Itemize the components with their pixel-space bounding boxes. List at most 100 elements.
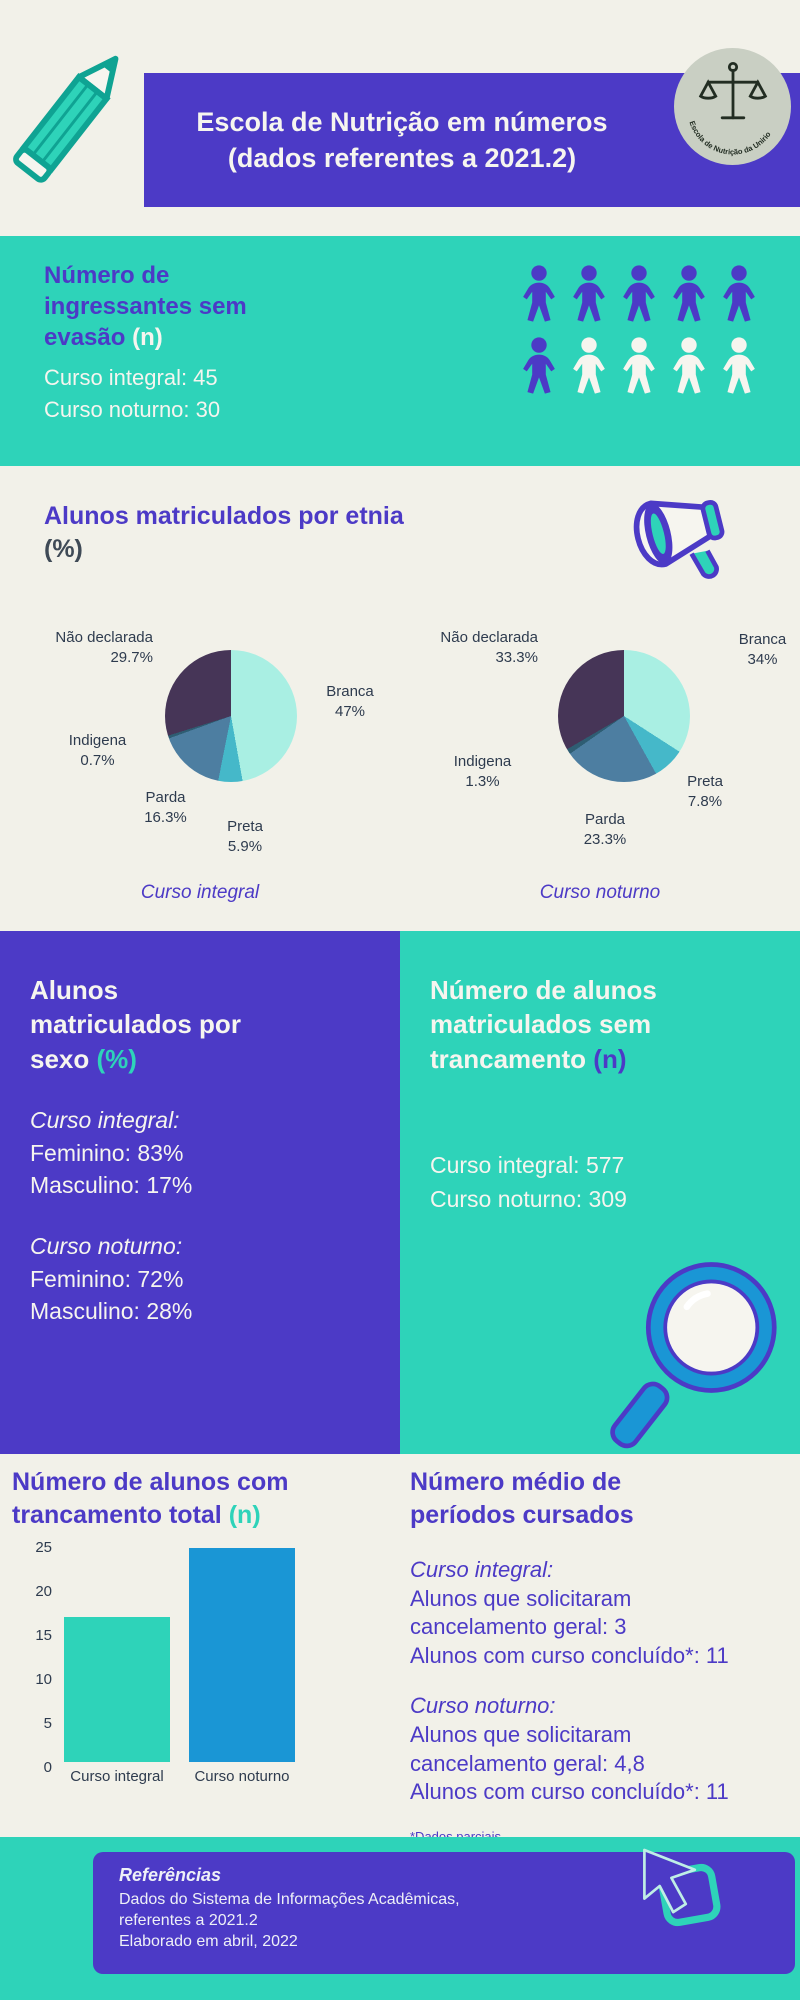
y-tick-label: 15 (35, 1627, 52, 1644)
periodos-line: Alunos que solicitaram (410, 1721, 632, 1747)
bar-column: Curso integral (64, 1548, 170, 1790)
pie-area-curso-integral: Não declarada 29.7% Indigena 0.7% Parda … (0, 620, 400, 920)
header-title-block: Escola de Nutrição em números (dados ref… (154, 73, 650, 207)
bar-category-label: Curso integral (70, 1768, 164, 1785)
bar-chart-plot: Curso integral Curso noturno (58, 1548, 295, 1790)
cursor-arrow-icon (643, 1848, 721, 1927)
pencil-icon (13, 55, 119, 183)
bar-curso-integral (64, 1616, 170, 1762)
scales-emblem-icon: Escola de Nutrição da Unirio (687, 61, 772, 156)
sexo-group-integral: Curso integral: Feminino: 83% Masculino:… (30, 1104, 370, 1202)
references-line: referentes a 2021.2 (119, 1912, 258, 1930)
periodos-line: cancelamento geral: 3 (410, 1614, 627, 1640)
bar-curso-noturno (189, 1548, 295, 1763)
sem-trancamento-line-noturno: Curso noturno: 309 (430, 1186, 627, 1213)
y-tick-label: 5 (43, 1715, 52, 1732)
pie-chart-curso-noturno (558, 650, 690, 782)
references-title: Referências (119, 1865, 222, 1885)
person-icon (572, 264, 606, 324)
ingressantes-line-integral: Curso integral: 45 (44, 365, 218, 390)
person-icon (622, 336, 656, 396)
person-icon (572, 336, 606, 396)
trancamento-total-title-suffix: (n) (228, 1500, 261, 1529)
pie-label-indigena: Indigena 1.3% (453, 753, 512, 790)
pie-label-preta: Preta 7.8% (687, 773, 723, 810)
y-tick-label: 20 (35, 1583, 52, 1600)
ingressantes-line-noturno: Curso noturno: 30 (44, 396, 221, 422)
pie-label-nao-declarada: Não declarada 29.7% (55, 629, 153, 666)
page-subtitle: (dados referentes a 2021.2) (227, 143, 577, 173)
pie-caption-curso-integral: Curso integral (140, 882, 260, 903)
periodos-group-noturno: Curso noturno: Alunos que solicitaram ca… (410, 1692, 790, 1806)
references-line: Elaborado em abril, 2022 (119, 1933, 298, 1951)
ingressantes-title: Número de ingressantes sem evasão (n) (44, 260, 284, 354)
periodos-group-label: Curso integral: (410, 1557, 554, 1582)
etnia-title-text: Alunos matriculados por etnia (44, 502, 404, 530)
pie-label-branca: Branca 34% (738, 631, 787, 668)
y-tick-label: 10 (35, 1671, 52, 1688)
person-icon (522, 336, 556, 396)
etnia-title: Alunos matriculados por etnia (%) (44, 500, 424, 565)
sexo-title: Alunos matriculados por sexo (%) (30, 975, 241, 1074)
sexo-group-noturno: Curso noturno: Feminino: 72% Masculino: … (30, 1230, 370, 1328)
person-icon (522, 264, 556, 324)
megaphone-icon (633, 499, 725, 579)
sexo-line: Feminino: 83% (30, 1139, 184, 1166)
person-icon (722, 336, 756, 396)
periodos-line: Alunos que solicitaram (410, 1585, 632, 1611)
periodos-group-integral: Curso integral: Alunos que solicitaram c… (410, 1556, 790, 1670)
bar-category-label: Curso noturno (194, 1768, 290, 1786)
section-sem-trancamento: Número de alunos matriculados sem tranca… (400, 931, 800, 1454)
person-icon (722, 264, 756, 324)
svg-text:Escola de Nutrição da Unirio: Escola de Nutrição da Unirio (687, 119, 772, 156)
pie-label-nao-declarada: Não declarada 33.3% (440, 629, 538, 666)
sem-trancamento-title-suffix: (n) (593, 1043, 627, 1074)
y-tick-label: 0 (43, 1759, 52, 1776)
periodos-title: Número médio de períodos cursados (410, 1468, 634, 1529)
sexo-group-label: Curso integral: (30, 1106, 180, 1133)
sexo-line: Masculino: 28% (30, 1298, 193, 1325)
person-icon (622, 264, 656, 324)
section-ingressantes: Número de ingressantes sem evasão (n) Cu… (0, 236, 800, 466)
magnifier-icon (610, 1262, 777, 1449)
sem-trancamento-values: Curso integral: 577 Curso noturno: 309 (430, 1148, 770, 1217)
pie-label-parda: Parda 23.3% (583, 811, 627, 848)
periodos-line: cancelamento geral: 4,8 (410, 1750, 645, 1776)
etnia-title-suffix: (%) (44, 534, 83, 563)
footer: Referências Dados do Sistema de Informaç… (0, 1837, 800, 2000)
bar-column: Curso noturno (189, 1548, 295, 1790)
sem-trancamento-line-integral: Curso integral: 577 (430, 1151, 625, 1178)
school-logo: Escola de Nutrição da Unirio (674, 48, 791, 165)
sem-trancamento-title: Número de alunos matriculados sem tranca… (430, 975, 657, 1074)
trancamento-total-title: Número de alunos com trancamento total (… (12, 1468, 289, 1529)
person-icon (672, 336, 706, 396)
sexo-line: Masculino: 17% (30, 1172, 193, 1199)
sexo-title-suffix: (%) (96, 1043, 137, 1074)
pie-label-preta: Preta 5.9% (227, 818, 263, 855)
ingressantes-values: Curso integral: 45 Curso noturno: 30 (44, 362, 220, 426)
sexo-line: Feminino: 72% (30, 1265, 184, 1292)
logo-text: Escola de Nutrição da Unirio (687, 119, 772, 156)
people-icons-grid (522, 264, 756, 396)
people-row (522, 336, 756, 396)
pie-caption-curso-noturno: Curso noturno (539, 882, 661, 903)
people-row (522, 264, 756, 324)
pie-label-parda: Parda 16.3% (144, 789, 187, 826)
pie-label-branca: Branca 47% (326, 683, 374, 720)
pie-label-indigena: Indigena 0.7% (68, 732, 127, 769)
ingressantes-title-suffix: (n) (132, 324, 163, 352)
periodos-block: Curso integral: Alunos que solicitaram c… (410, 1556, 790, 1846)
periodos-group-label: Curso noturno: (410, 1693, 556, 1719)
pie-area-curso-noturno: Não declarada 33.3% Indigena 1.3% Parda … (400, 620, 800, 920)
pie-chart-curso-integral (165, 650, 297, 782)
page-title: Escola de Nutrição em números (196, 106, 608, 137)
y-tick-label: 25 (35, 1539, 52, 1556)
periodos-line: Alunos com curso concluído*: 11 (410, 1642, 729, 1668)
section-sexo: Alunos matriculados por sexo (%) Curso i… (0, 931, 400, 1454)
ingressantes-title-text: Número de ingressantes sem evasão (44, 262, 247, 352)
bar-chart-y-axis: 0 5 10 15 20 25 (26, 1539, 58, 1790)
person-icon (672, 264, 706, 324)
periodos-line: Alunos com curso concluído*: 11 (410, 1779, 729, 1805)
references-line: Dados do Sistema de Informações Acadêmic… (119, 1891, 460, 1908)
